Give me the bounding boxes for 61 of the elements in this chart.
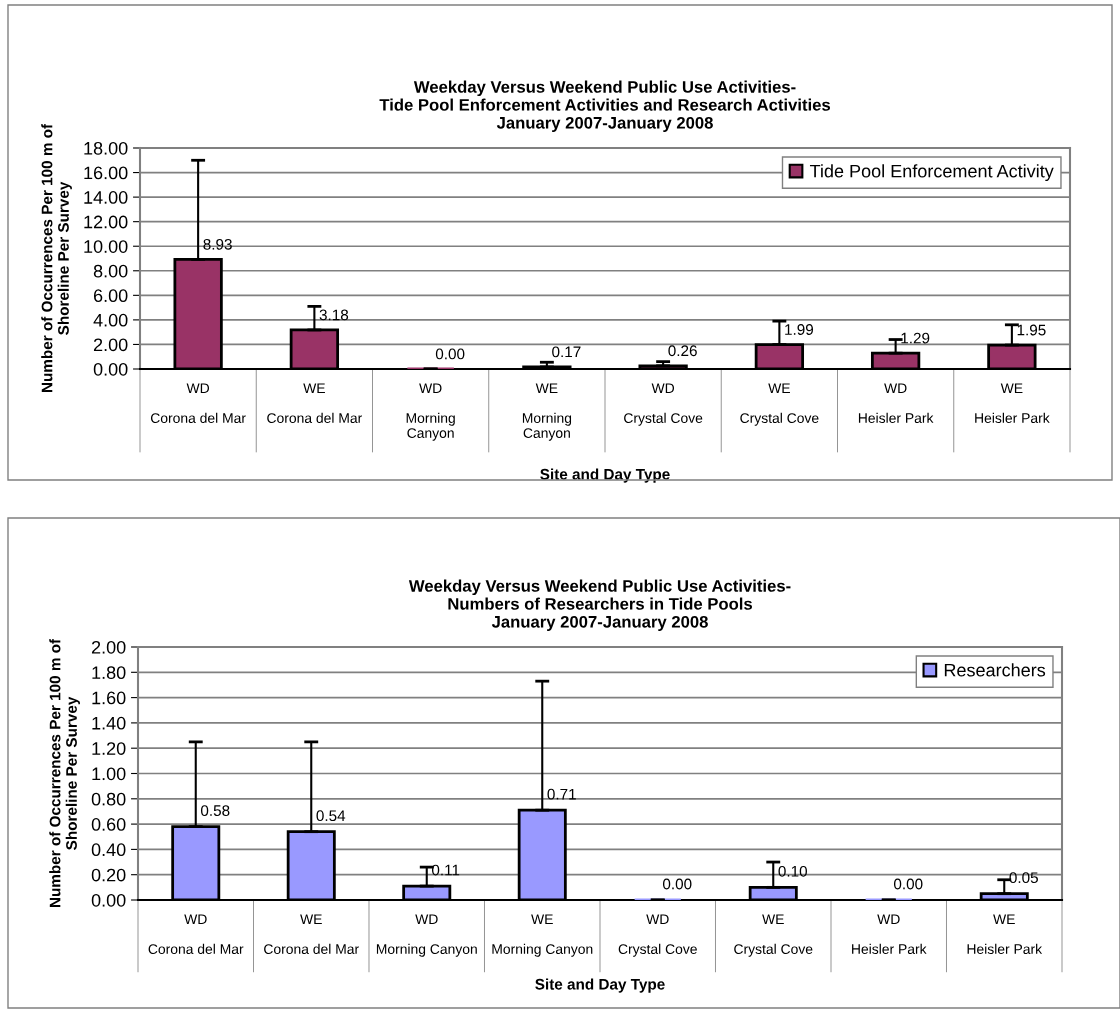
data-label: 0.10 [778,865,808,877]
category-label: WE Crystal Cove [734,914,813,957]
data-label: 8.93 [203,238,232,250]
category-label: WE Morning Canyon [492,914,593,957]
y-tick-label: 0.00 [91,893,126,907]
y-tick-label: 2.00 [93,338,128,352]
legend-label: Tide Pool Enforcement Activity [809,164,1054,182]
y-tick-label: 6.00 [93,289,128,303]
category-label: WD Crystal Cove [624,383,703,426]
data-label: 1.95 [1017,324,1046,336]
chart-title: Weekday Versus Weekend Public Use Activities- Tide Pool Enforcement Activities and Research Activities January 2007-January 2008 [379,80,831,133]
x-axis-title: Site and Day Type [540,468,670,483]
y-tick-label: 0.40 [91,843,126,857]
category-label: WE Heisler Park [967,914,1043,955]
legend-label: Researchers [944,663,1046,677]
category-label: WD Morning Canyon [376,914,477,957]
data-label: 0.17 [552,346,581,358]
data-label: 0.58 [200,805,230,817]
data-label: 0.05 [1009,872,1038,884]
y-tick-label: 18.00 [84,141,128,155]
y-axis-title: Number of Occurrences Per 100 m of Shoreline Per Survey [49,638,80,908]
y-tick-label: 12.00 [84,215,128,229]
data-label: 0.00 [662,878,692,890]
category-label: WE Crystal Cove [740,383,819,426]
y-tick-label: 0.80 [91,792,126,806]
y-tick-label: 0.00 [93,362,128,376]
category-label: WE Corona del Mar [264,914,359,955]
chart-title: Weekday Versus Weekend Public Use Activities- Numbers of Researchers in Tide Pools January 2007-January 2008 [408,579,791,632]
y-tick-label: 2.00 [91,640,126,654]
y-tick-label: 1.80 [92,666,126,680]
data-label: 0.54 [316,810,346,822]
category-label: WE Corona del Mar [267,383,363,424]
data-label: 0.00 [893,878,923,890]
y-tick-label: 1.20 [92,742,126,755]
category-label: WD Crystal Cove [618,914,697,957]
category-label: WD Corona del Mar [148,914,244,955]
y-tick-label: 1.60 [92,691,126,705]
y-tick-label: 4.00 [93,313,128,327]
y-tick-label: 8.00 [93,264,128,278]
y-tick-label: 14.00 [84,191,128,204]
y-axis-title: Number of Occurrences Per 100 m of Shoreline Per Survey [41,123,72,393]
y-tick-label: 0.60 [91,818,126,831]
category-label: WE Heisler Park [975,383,1050,424]
category-label: WD Heisler Park [852,914,927,955]
y-tick-label: 1.00 [92,767,126,781]
data-label: 1.29 [901,332,930,344]
category-label: WD Corona del Mar [150,383,246,424]
data-label: 3.18 [319,309,349,321]
y-tick-label: 10.00 [84,240,128,253]
y-tick-label: 1.40 [92,716,126,730]
x-axis-title: Site and Day Type [535,978,665,993]
data-label: 0.26 [668,345,697,357]
data-label: 1.99 [785,324,814,335]
y-tick-label: 16.00 [84,166,128,180]
category-label: WD Heisler Park [858,383,934,424]
data-label: 0.00 [435,348,465,360]
category-label: WE Morning Canyon [522,383,572,441]
data-label: 0.11 [431,864,460,876]
y-tick-label: 0.20 [91,868,126,882]
category-label: WD Morning Canyon [406,383,455,441]
data-label: 0.71 [547,788,576,800]
